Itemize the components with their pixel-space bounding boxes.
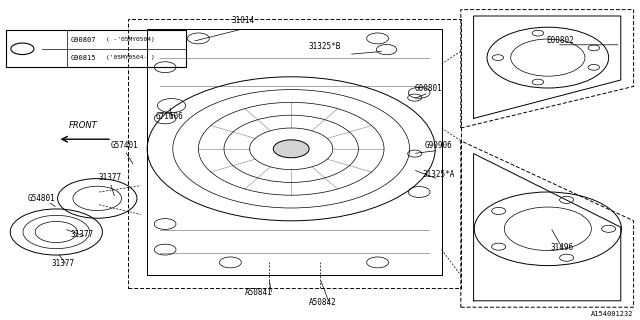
- Text: A50841: A50841: [245, 288, 273, 297]
- Text: A50842: A50842: [309, 298, 337, 307]
- Text: ('05MY0504- ): ('05MY0504- ): [106, 55, 154, 60]
- Text: 31014: 31014: [232, 16, 255, 25]
- Text: FRONT: FRONT: [69, 121, 97, 130]
- Text: 31496: 31496: [550, 243, 573, 252]
- Text: G90906: G90906: [424, 141, 452, 150]
- Text: 1: 1: [20, 46, 25, 52]
- Text: 31325*A: 31325*A: [422, 170, 454, 179]
- Text: G00801: G00801: [415, 84, 443, 92]
- Text: A154001232: A154001232: [591, 311, 634, 317]
- Text: G90807: G90807: [70, 36, 96, 43]
- FancyBboxPatch shape: [6, 30, 186, 67]
- Text: G71606: G71606: [156, 112, 184, 121]
- Text: G90815: G90815: [70, 55, 96, 61]
- Text: G54801: G54801: [28, 194, 56, 203]
- Text: 31377: 31377: [70, 230, 93, 239]
- Text: E00802: E00802: [546, 36, 574, 44]
- Text: ( -'05MY0504): ( -'05MY0504): [106, 37, 154, 42]
- Circle shape: [273, 140, 309, 158]
- Text: 31377: 31377: [99, 173, 122, 182]
- Circle shape: [11, 43, 34, 54]
- Text: 31377: 31377: [51, 259, 74, 268]
- Text: G57401: G57401: [111, 141, 139, 150]
- Text: 31325*B: 31325*B: [309, 42, 341, 51]
